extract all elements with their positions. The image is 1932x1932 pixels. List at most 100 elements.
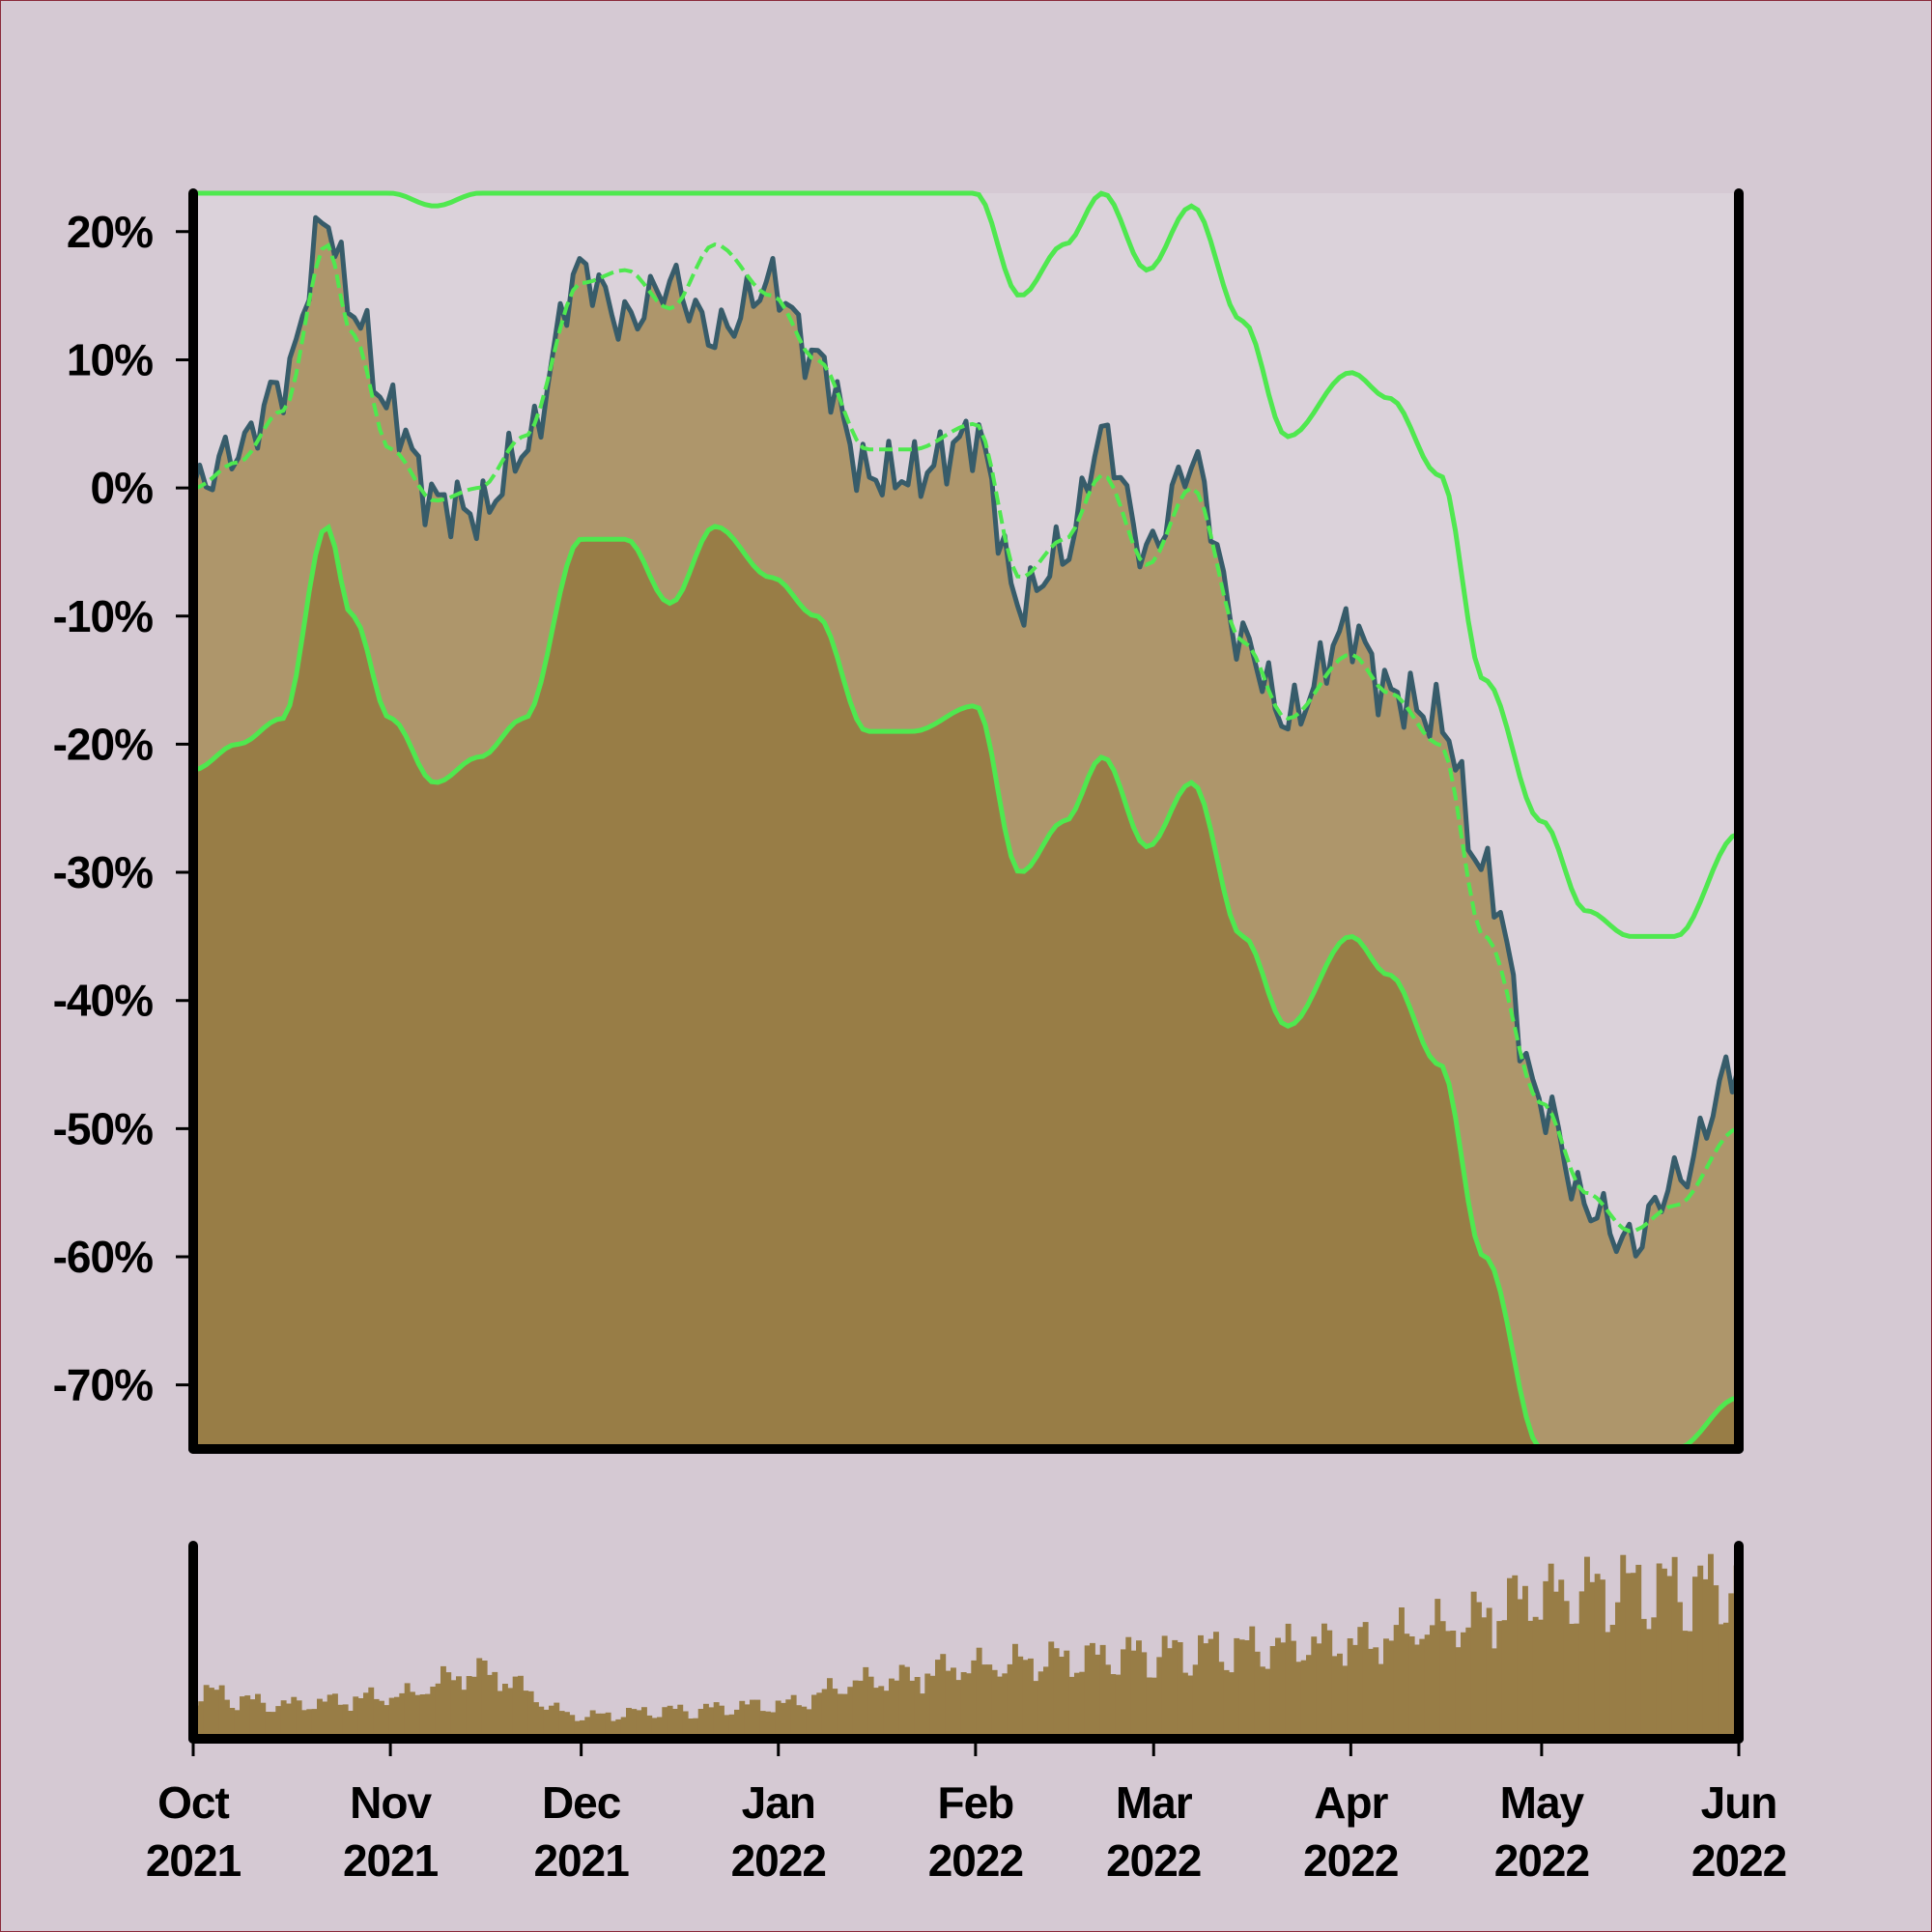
volume-bar: [249, 1699, 256, 1739]
volume-bar: [543, 1709, 550, 1739]
volume-bar: [1260, 1666, 1265, 1739]
volume-bar: [1105, 1664, 1111, 1739]
volume-bar: [728, 1714, 735, 1739]
x-tick-label-year: 2022: [1106, 1835, 1201, 1886]
volume-bar: [960, 1672, 967, 1739]
volume-bar: [301, 1710, 307, 1739]
volume-bar: [1563, 1601, 1570, 1739]
volume-bar: [626, 1708, 632, 1739]
volume-bar: [1496, 1621, 1503, 1739]
volume-bar: [1569, 1624, 1575, 1739]
volume-bar: [909, 1680, 916, 1739]
volume-bar: [1501, 1620, 1508, 1739]
volume-bar: [1099, 1644, 1106, 1739]
volume-bar: [991, 1669, 998, 1739]
volume-bar: [203, 1685, 210, 1739]
volume-bar: [1280, 1642, 1287, 1739]
volume-bar: [476, 1658, 483, 1739]
volume-bar: [600, 1713, 607, 1739]
volume-bar: [1584, 1556, 1590, 1739]
volume-bar: [1697, 1565, 1704, 1739]
volume-bar: [1470, 1591, 1477, 1739]
volume-bar: [348, 1711, 354, 1739]
volume-bar: [1167, 1648, 1173, 1739]
volume-bar: [1388, 1640, 1395, 1739]
volume-bar: [554, 1702, 560, 1739]
volume-bar: [564, 1712, 570, 1739]
volume-bar: [1708, 1553, 1714, 1739]
volume-bar: [1048, 1641, 1055, 1739]
volume-bar: [662, 1707, 668, 1739]
volume-bar: [636, 1710, 642, 1739]
volume-bar: [1192, 1664, 1199, 1739]
volume-bar: [317, 1698, 323, 1739]
volume-bar: [641, 1707, 647, 1739]
volume-bar: [1311, 1636, 1318, 1739]
volume-bar: [929, 1675, 936, 1739]
volume-bar: [1589, 1581, 1596, 1739]
volume-bar: [584, 1717, 591, 1739]
volume-bar: [904, 1666, 910, 1739]
volume-bar: [1285, 1623, 1292, 1739]
volume-bar: [1146, 1677, 1152, 1739]
volume-bar: [533, 1702, 539, 1739]
x-tick-label-year: 2021: [146, 1835, 242, 1886]
volume-bar: [353, 1696, 359, 1739]
volume-bar: [1090, 1642, 1095, 1739]
volume-bar: [631, 1709, 638, 1739]
volume-bar: [1022, 1660, 1029, 1739]
volume-bar: [471, 1676, 477, 1739]
volume-bar: [527, 1690, 534, 1739]
volume-bar: [852, 1680, 859, 1739]
volume-bar: [997, 1676, 1003, 1739]
volume-bar: [1640, 1618, 1647, 1739]
volume-bar: [858, 1680, 864, 1739]
volume-bar: [1012, 1643, 1018, 1739]
volume-bar: [1130, 1650, 1137, 1739]
volume-bar: [275, 1706, 282, 1739]
volume-bar: [1275, 1637, 1281, 1739]
volume-bar: [538, 1706, 545, 1739]
volume-bar: [1692, 1577, 1698, 1739]
x-tick-label-year: 2021: [533, 1835, 629, 1886]
volume-bar: [951, 1667, 956, 1739]
volume-bar: [270, 1712, 276, 1739]
volume-bar: [1161, 1635, 1168, 1739]
volume-bar: [785, 1699, 792, 1739]
x-tick-label-month: Apr: [1314, 1777, 1388, 1828]
volume-bar: [1352, 1644, 1358, 1739]
volume-bar: [523, 1690, 529, 1739]
volume-bar: [260, 1702, 267, 1739]
volume-bar: [1321, 1623, 1327, 1739]
volume-bar: [234, 1710, 241, 1739]
volume-bar: [1172, 1639, 1179, 1739]
volume-bar: [651, 1718, 658, 1739]
volume-bar: [1517, 1599, 1523, 1739]
volume-bar: [1291, 1640, 1296, 1739]
volume-bar: [1213, 1632, 1219, 1739]
volume-bar: [1177, 1642, 1183, 1739]
volume-bar: [1455, 1647, 1462, 1739]
volume-bar: [1269, 1646, 1276, 1739]
volume-bar: [765, 1711, 771, 1739]
volume-bar: [1182, 1672, 1188, 1739]
volume-bar: [734, 1709, 740, 1739]
volume-bar: [801, 1706, 808, 1739]
volume-bar: [461, 1690, 468, 1739]
volume-bar: [873, 1688, 879, 1739]
volume-bar: [507, 1688, 514, 1739]
volume-bar: [1043, 1666, 1049, 1739]
volume-bar: [213, 1690, 220, 1739]
main-plot: [190, 190, 1742, 1452]
volume-bar: [1007, 1663, 1013, 1739]
volume-bar: [1033, 1681, 1039, 1739]
volume-bar: [945, 1670, 952, 1739]
volume-bar: [394, 1696, 400, 1739]
volume-bar: [435, 1683, 441, 1739]
volume-bar: [342, 1704, 349, 1739]
volume-bar: [1558, 1579, 1565, 1739]
volume-bar: [806, 1709, 812, 1739]
volume-bar: [1002, 1673, 1009, 1739]
volume-bar: [713, 1702, 720, 1739]
volume-bar: [750, 1699, 755, 1739]
